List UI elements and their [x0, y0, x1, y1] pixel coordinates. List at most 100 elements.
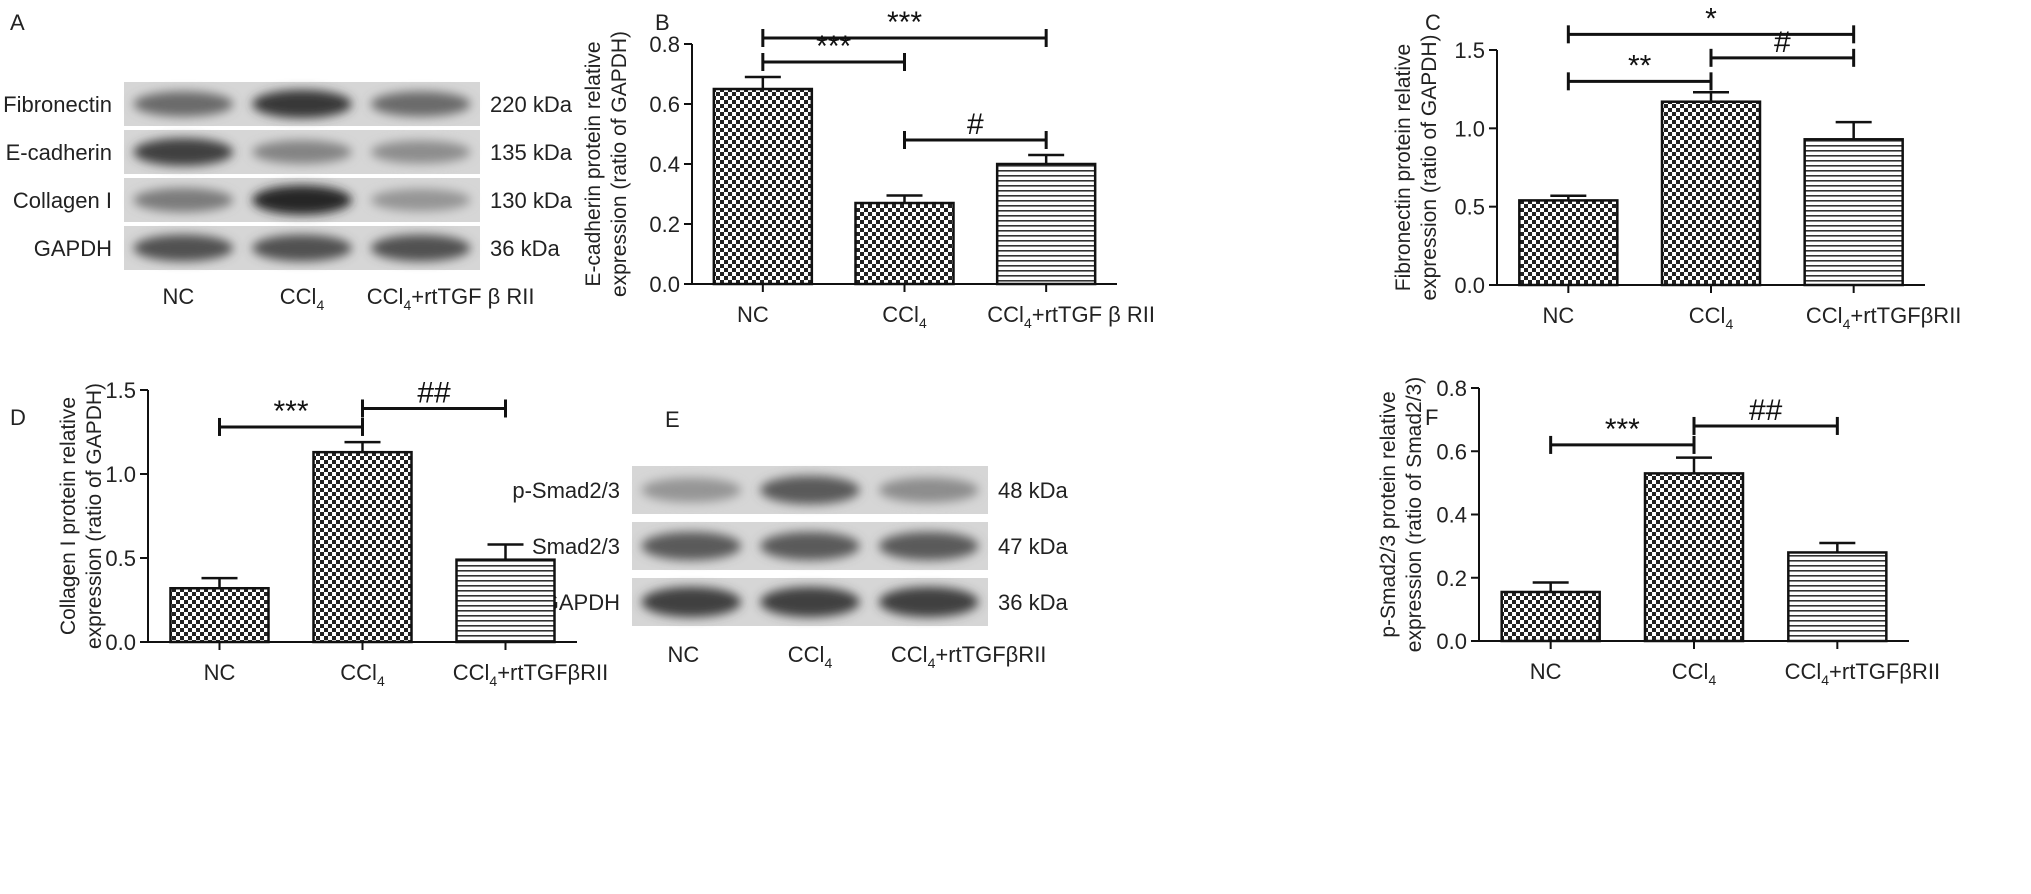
blot-band [370, 188, 471, 212]
x-tick-label: CCl4 [1672, 659, 1717, 688]
blot-band [133, 138, 234, 166]
blot-panel-a: A Fibronectin 220 kDa E-cadherin 135 kDa Col… [3, 10, 573, 313]
blot-band [133, 234, 234, 262]
bar [854, 201, 955, 286]
blot-size-label: 220 kDa [490, 92, 573, 117]
bar [1500, 590, 1601, 643]
bar [995, 162, 1097, 286]
y-tick-label: 0.6 [1436, 439, 1467, 464]
bar [455, 558, 556, 644]
x-tick-label: CCl4+rtTGF β RII [987, 302, 1155, 331]
y-tick-label: 1.0 [1454, 116, 1485, 141]
blot-band [760, 475, 860, 505]
y-tick-label: 0.2 [1436, 566, 1467, 591]
blot-band [252, 140, 352, 164]
blot-row-label: Smad2/3 [532, 534, 620, 559]
y-tick-label: 0.0 [649, 272, 680, 297]
bar [1787, 551, 1888, 643]
lane-label: CCl4+rtTGFβRII [891, 642, 1047, 671]
sig-label: *** [887, 6, 922, 39]
y-tick-label: 1.5 [1454, 38, 1485, 63]
blot-band [133, 187, 234, 213]
sig-label: ## [1749, 394, 1783, 427]
bar [312, 450, 413, 644]
chart-f: Fp-Smad2/3 protein relative expression (r… [1377, 376, 1940, 688]
blot-size-label: 135 kDa [490, 140, 573, 165]
blot-row-label: E-cadherin [6, 140, 112, 165]
y-tick-label: 0.4 [649, 152, 680, 177]
y-axis-title: Collagen I protein relative expression (r… [57, 383, 106, 649]
sig-label: * [1705, 2, 1717, 35]
blot-band [370, 140, 471, 164]
chart-d: D Collagen I protein relative expression (… [10, 376, 608, 689]
blot-row-label: Fibronectin [3, 92, 112, 117]
blot-size-label: 36 kDa [490, 236, 560, 261]
blot-band [370, 234, 471, 262]
blot-band [760, 531, 860, 561]
y-tick-label: 0.5 [1454, 195, 1485, 220]
sig-label: ## [417, 376, 451, 409]
y-tick-label: 0.6 [649, 92, 680, 117]
x-tick-label: CCl4+rtTGFβRII [1785, 659, 1941, 688]
sig-label: *** [273, 395, 308, 428]
blot-size-label: 47 kDa [998, 534, 1068, 559]
y-tick-label: 0.8 [649, 32, 680, 57]
sig-label: ** [1628, 49, 1652, 82]
chart-b: B E-cadherin protein relative expression (… [582, 6, 1155, 331]
x-tick-label: CCl4 [340, 660, 385, 689]
blot-band [370, 91, 471, 117]
panel-label: D [10, 405, 26, 430]
x-tick-label: NC [204, 660, 236, 685]
y-tick-label: 0.4 [1436, 503, 1467, 528]
lane-label: CCl4 [788, 642, 833, 671]
blot-row-label: p-Smad2/3 [512, 478, 620, 503]
blot-size-label: 48 kDa [998, 478, 1068, 503]
blot-band [641, 531, 742, 561]
y-tick-label: 0.0 [1454, 273, 1485, 298]
bar [169, 586, 270, 644]
sig-label: # [967, 108, 984, 141]
panel-label: C [1425, 10, 1441, 35]
panel-label: B [655, 10, 670, 35]
panel-label-e: E [665, 407, 680, 432]
lane-label: CCl4 [280, 284, 325, 313]
lane-label: NC [667, 642, 699, 667]
sig-label: # [1774, 26, 1791, 59]
blot-band [878, 477, 979, 503]
y-axis-title: p-Smad2/3 protein relative expression (ra… [1377, 377, 1426, 652]
x-tick-label: CCl4 [882, 302, 927, 331]
x-tick-label: CCl4+rtTGFβRII [1806, 303, 1962, 332]
panel-label-a: A [10, 10, 25, 35]
blot-band [878, 531, 979, 561]
x-tick-label: NC [1530, 659, 1562, 684]
x-tick-label: CCl4 [1689, 303, 1734, 332]
blot-size-label: 36 kDa [998, 590, 1068, 615]
blot-band [760, 586, 860, 618]
y-tick-label: 0.8 [1436, 376, 1467, 401]
bar [1660, 100, 1762, 287]
blot-row-label: GAPDH [34, 236, 112, 261]
bar [1643, 472, 1745, 643]
sig-label: *** [816, 30, 851, 63]
blot-band [252, 89, 352, 119]
bar [1803, 138, 1904, 287]
y-tick-label: 0.0 [105, 630, 136, 655]
blot-band [641, 586, 742, 618]
blot-band [878, 586, 979, 618]
y-tick-label: 0.2 [649, 212, 680, 237]
y-tick-label: 1.5 [105, 378, 136, 403]
blot-band [252, 234, 352, 262]
x-tick-label: NC [737, 302, 769, 327]
panel-label: F [1425, 405, 1438, 430]
lane-label: CCl4+rtTGF β RII [367, 284, 535, 313]
y-axis-title: Fibronectin protein relative expression (… [1392, 34, 1441, 300]
sig-label: *** [1605, 413, 1640, 446]
y-tick-label: 1.0 [105, 462, 136, 487]
bar [1518, 199, 1619, 287]
blot-band [641, 477, 742, 503]
bar [712, 87, 814, 286]
blot-row-label: Collagen I [13, 188, 112, 213]
